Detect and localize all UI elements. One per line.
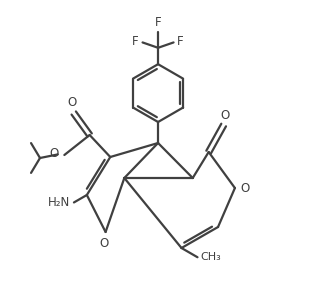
Text: O: O bbox=[240, 181, 249, 195]
Text: O: O bbox=[220, 109, 230, 122]
Text: O: O bbox=[100, 238, 109, 250]
Text: F: F bbox=[132, 35, 139, 48]
Text: O: O bbox=[68, 97, 77, 109]
Text: CH₃: CH₃ bbox=[200, 252, 221, 262]
Text: H₂N: H₂N bbox=[48, 196, 70, 209]
Text: O: O bbox=[50, 147, 59, 160]
Text: F: F bbox=[177, 35, 184, 48]
Text: F: F bbox=[155, 16, 161, 29]
